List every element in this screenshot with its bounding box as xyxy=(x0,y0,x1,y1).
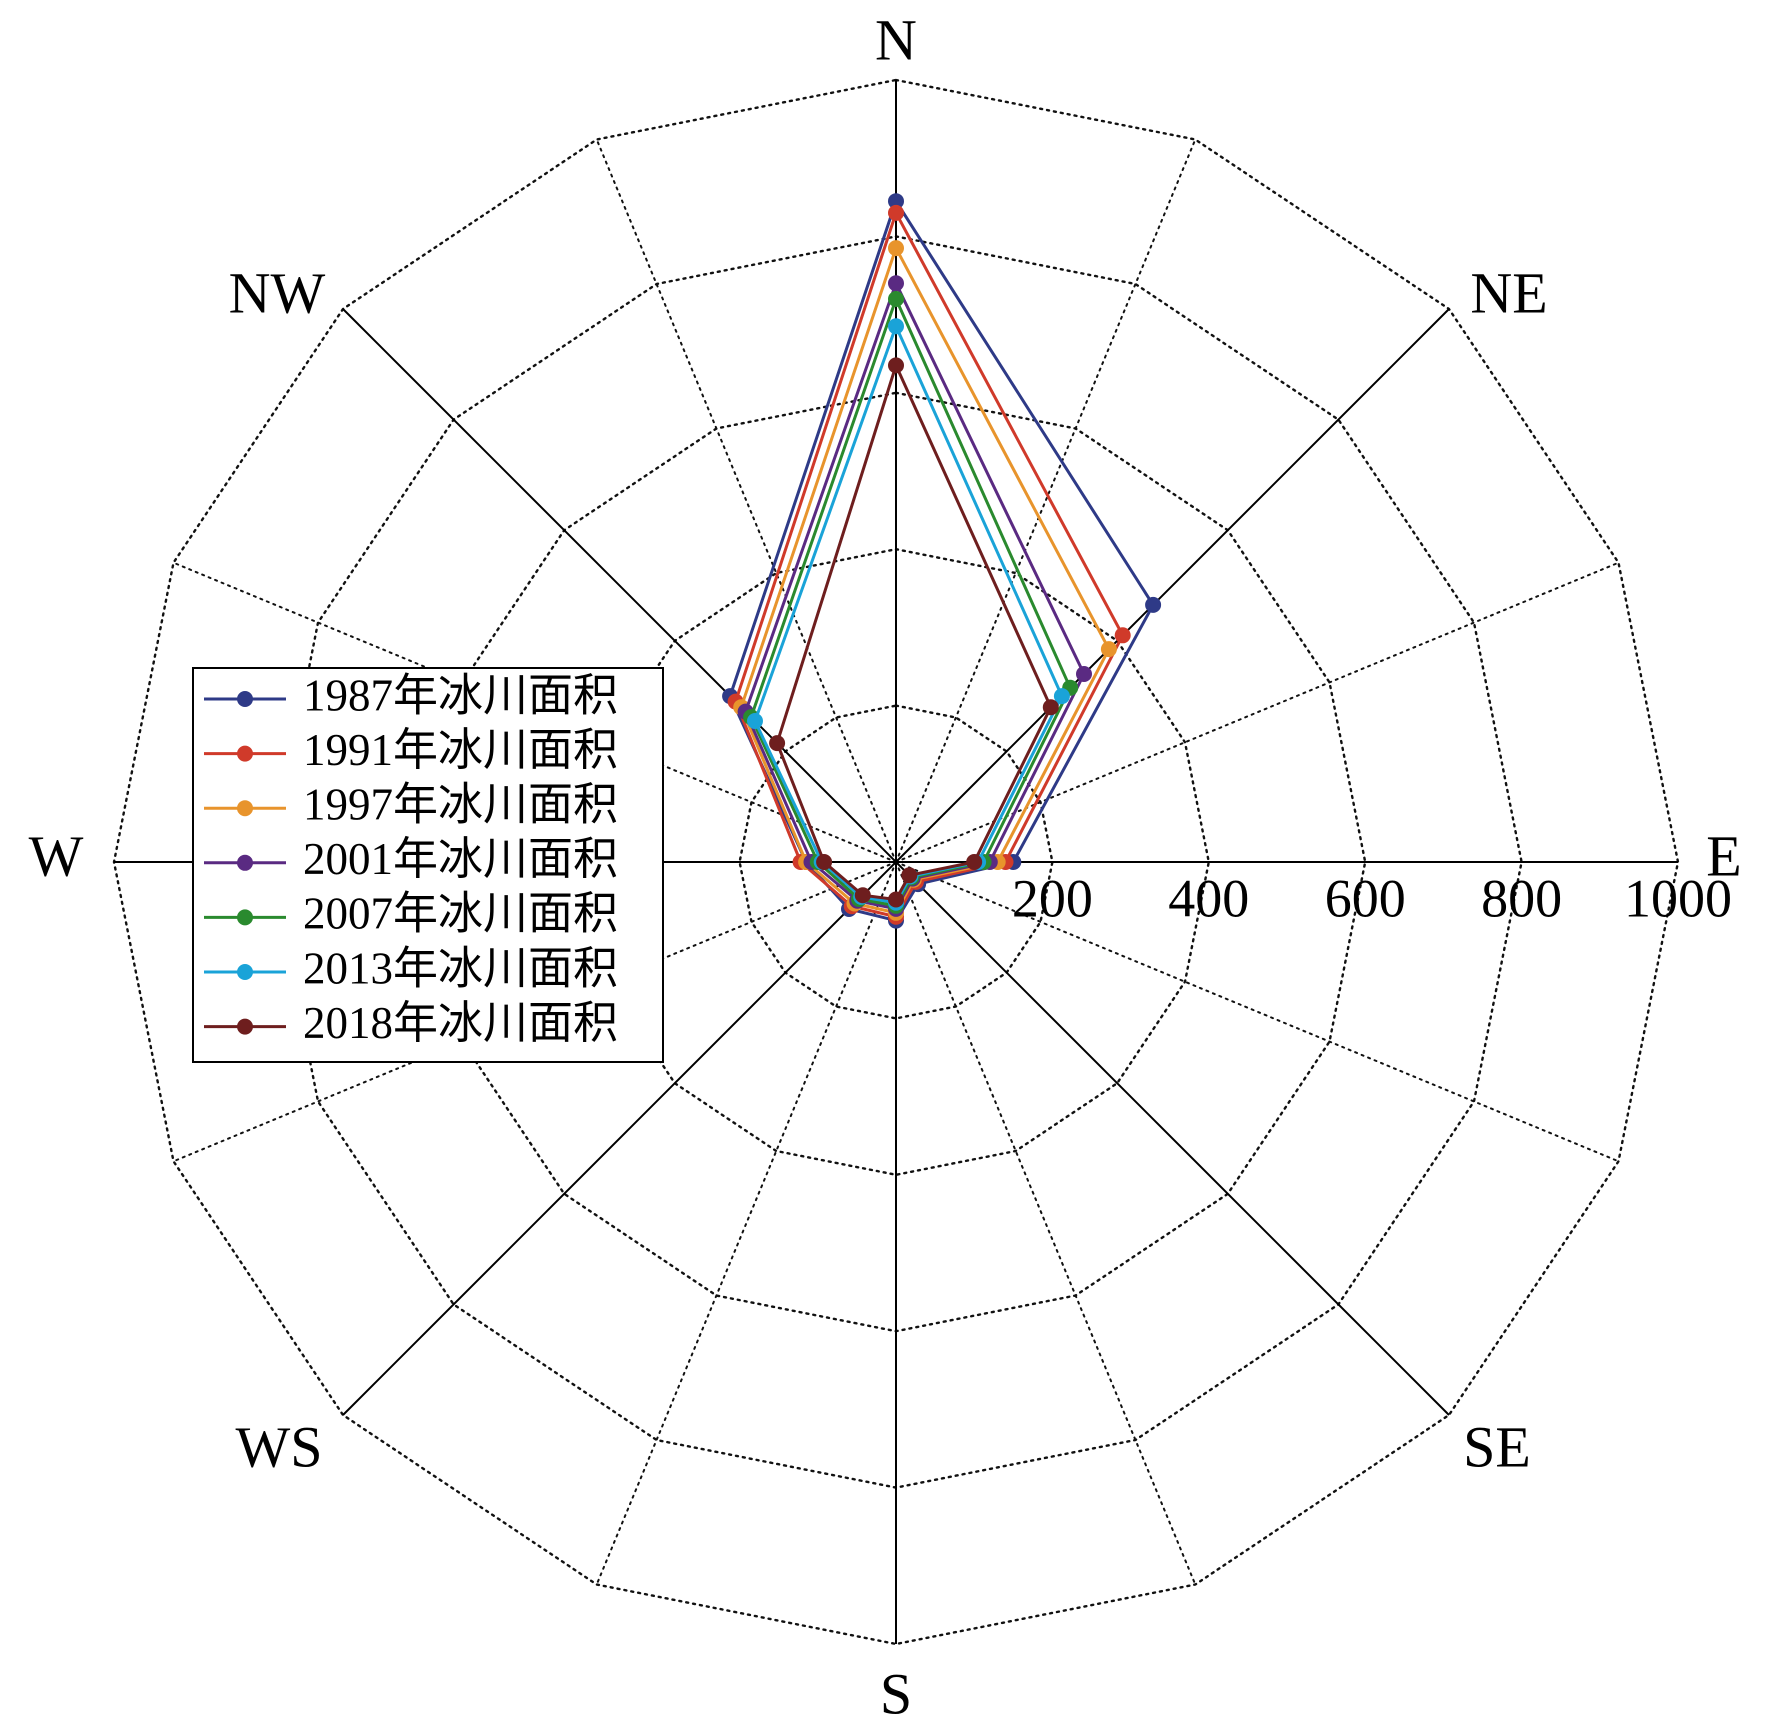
direction-label-se: SE xyxy=(1463,1414,1531,1479)
series-4-point-ne xyxy=(1076,666,1092,682)
legend-marker-7 xyxy=(237,1018,253,1035)
series-3-point-n xyxy=(888,240,904,257)
series-7-point-e xyxy=(966,854,983,870)
legend-label-3: 1997年冰川面积 xyxy=(303,780,618,830)
legend-marker-3 xyxy=(237,800,253,817)
series-6-point-nw xyxy=(747,713,763,729)
series-5-point-n xyxy=(888,291,904,307)
series-1-point-ne xyxy=(1145,596,1162,613)
direction-label-nw: NW xyxy=(229,260,326,325)
legend-label-5: 2007年冰川面积 xyxy=(303,889,618,939)
legend-marker-6 xyxy=(237,964,253,980)
legend-label-7: 2018年冰川面积 xyxy=(303,998,618,1048)
grid-spoke xyxy=(895,561,1620,863)
legend-label-4: 2001年冰川面积 xyxy=(303,834,618,884)
axis-ne xyxy=(895,308,1450,863)
legend-marker-4 xyxy=(237,854,253,871)
grid-spoke xyxy=(895,138,1197,863)
tick-label-1000: 1000 xyxy=(1624,868,1732,928)
series-group xyxy=(722,193,1162,929)
series-line-6 xyxy=(753,322,1064,905)
labels: N NE E SE S WS W NW 200 400 600 800 1000 xyxy=(29,7,1742,1716)
series-1-point-n xyxy=(888,193,904,210)
legend-label-2: 1991年冰川面积 xyxy=(303,725,618,775)
direction-label-ne: NE xyxy=(1470,260,1547,325)
legend-marker-1 xyxy=(237,691,253,707)
legend-label-1: 1987年冰川面积 xyxy=(303,670,618,720)
direction-axes xyxy=(114,80,1678,1644)
series-7-point-nw xyxy=(769,735,786,752)
legend-box xyxy=(192,667,664,1063)
series-2-point-ne xyxy=(1114,627,1131,644)
legend-marker-2 xyxy=(237,745,253,762)
axis-nw xyxy=(342,308,897,863)
direction-label-w: W xyxy=(29,823,84,888)
legend-label-6: 2013年冰川面积 xyxy=(303,943,618,993)
direction-label-s: S xyxy=(880,1661,912,1716)
legend-marker-5 xyxy=(237,909,253,926)
series-7-point-w xyxy=(816,854,833,870)
series-4-point-n xyxy=(888,275,904,292)
direction-label-ws: WS xyxy=(236,1414,323,1479)
series-2-point-n xyxy=(888,204,904,221)
series-3-point-ne xyxy=(1100,641,1117,658)
grid-spoke xyxy=(595,861,897,1586)
axis-se xyxy=(895,861,1450,1416)
grid-spoke xyxy=(895,861,1620,1163)
series-7-point-ne xyxy=(1042,699,1059,716)
direction-label-e: E xyxy=(1706,823,1741,888)
series-7-point-n xyxy=(888,357,904,374)
series-7-point-s xyxy=(888,891,904,908)
direction-label-n: N xyxy=(875,7,917,72)
tick-label-600: 600 xyxy=(1325,868,1406,928)
grid-ring-5 xyxy=(112,78,1680,1646)
grid-spoke xyxy=(595,138,897,863)
axis-ws xyxy=(342,861,897,1416)
series-6-point-n xyxy=(888,318,904,335)
grid-spoke xyxy=(895,861,1197,1586)
series-7-point-se xyxy=(901,867,918,884)
tick-label-200: 200 xyxy=(1012,868,1093,928)
legend: 1987年冰川面积1991年冰川面积1997年冰川面积2001年冰川面积2007… xyxy=(192,667,664,1063)
series-6-point-ne xyxy=(1053,688,1070,705)
legend-items: 1987年冰川面积1991年冰川面积1997年冰川面积2001年冰川面积2007… xyxy=(204,670,618,1048)
tick-label-400: 400 xyxy=(1168,868,1249,928)
tick-label-800: 800 xyxy=(1481,868,1562,928)
series-7-point-ws xyxy=(854,887,871,904)
